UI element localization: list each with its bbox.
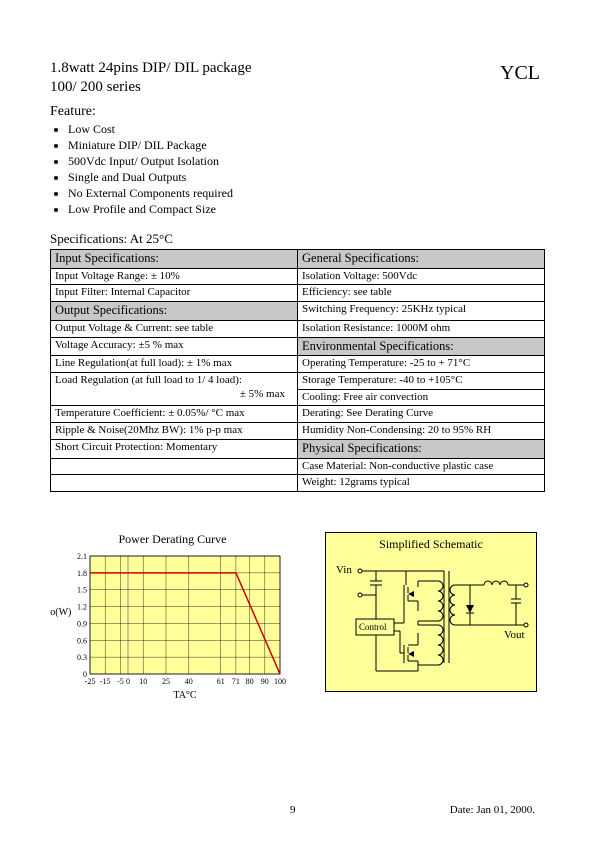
svg-text:-25: -25 (85, 677, 96, 686)
spec-cell: Temperature Coefficient: ± 0.05%/ °C max (51, 406, 298, 423)
svg-text:90: 90 (261, 677, 269, 686)
schematic-svg: Vin Control Vout (326, 533, 536, 691)
spec-cell: Voltage Accuracy: ±5 % max (51, 337, 298, 356)
svg-text:71: 71 (232, 677, 240, 686)
svg-text:61: 61 (217, 677, 225, 686)
general-spec-header: General Specifications: (298, 250, 545, 269)
svg-text:Vin: Vin (336, 564, 352, 576)
spec-cell: Short Circuit Protection: Momentary (51, 439, 298, 458)
spec-cell: Isolation Voltage: 500Vdc (298, 268, 545, 285)
feature-heading: Feature: (50, 104, 545, 120)
spec-cell: Input Voltage Range: ± 10% (51, 268, 298, 285)
svg-text:25: 25 (162, 677, 170, 686)
brand-label: YCL (500, 62, 540, 85)
spec-cell: Output Voltage & Current: see table (51, 320, 298, 337)
footer-date: Date: Jan 01, 2000. (450, 804, 535, 816)
chart-svg: 00.30.60.91.21.51.82.1-25-15-50102540617… (50, 551, 295, 711)
feature-item: Low Cost (68, 122, 545, 137)
spec-cell: Switching Frequency: 25KHz typical (298, 302, 545, 321)
spec-cell: Ripple & Noise(20Mhz BW): 1% p-p max (51, 423, 298, 440)
svg-text:0.6: 0.6 (77, 636, 87, 645)
svg-text:1.2: 1.2 (77, 603, 87, 612)
spec-cell: Cooling: Free air convection (298, 389, 545, 406)
env-spec-header: Environmental Specifications: (298, 337, 545, 356)
spec-heading: Specifications: At 25°C (50, 231, 545, 247)
svg-text:1.5: 1.5 (77, 586, 87, 595)
spec-cell: Case Material: Non-conductive plastic ca… (298, 458, 545, 475)
svg-text:Po(W): Po(W) (50, 607, 71, 618)
schematic-title: Simplified Schematic (326, 537, 536, 552)
spec-cell: Humidity Non-Condensing: 20 to 95% RH (298, 423, 545, 440)
feature-list: Low CostMiniature DIP/ DIL Package500Vdc… (68, 122, 545, 217)
spec-cell: Input Filter: Internal Capacitor (51, 285, 298, 302)
spec-cell: Isolation Resistance: 1000M ohm (298, 320, 545, 337)
svg-text:40: 40 (185, 677, 193, 686)
spec-cell: Load Regulation (at full load to 1/ 4 lo… (51, 372, 298, 406)
spec-cell: Efficiency: see table (298, 285, 545, 302)
svg-text:80: 80 (246, 677, 254, 686)
chart-title: Power Derating Curve (50, 532, 295, 547)
svg-text:-5: -5 (117, 677, 124, 686)
phys-spec-header: Physical Specifications: (298, 439, 545, 458)
feature-item: No External Components required (68, 186, 545, 201)
derating-chart: Power Derating Curve 0 0.3 0.6 0.9 1.2 1.5 1.8… (50, 532, 295, 715)
svg-text:Control: Control (359, 622, 387, 632)
schematic-figure: Simplified Schematic Vin Control Vout (325, 532, 537, 692)
feature-item: Single and Dual Outputs (68, 170, 545, 185)
svg-text:1.8: 1.8 (77, 569, 87, 578)
spec-cell: Line Regulation(at full load): ± 1% max (51, 356, 298, 373)
feature-item: 500Vdc Input/ Output Isolation (68, 154, 545, 169)
spec-table: Input Specifications: General Specificat… (50, 249, 545, 492)
spec-cell (51, 475, 298, 492)
spec-cell: Storage Temperature: -40 to +105°C (298, 372, 545, 389)
input-spec-header: Input Specifications: (51, 250, 298, 269)
svg-text:-15: -15 (100, 677, 111, 686)
feature-item: Low Profile and Compact Size (68, 202, 545, 217)
svg-text:0.3: 0.3 (77, 653, 87, 662)
feature-item: Miniature DIP/ DIL Package (68, 138, 545, 153)
svg-text:100: 100 (274, 677, 286, 686)
spec-cell (51, 458, 298, 475)
spec-cell: Weight: 12grams typical (298, 475, 545, 492)
svg-text:2.1: 2.1 (77, 552, 87, 561)
title-line-2: 100/ 200 series (50, 79, 545, 96)
spec-cell: Operating Temperature: -25 to + 71°C (298, 356, 545, 373)
svg-text:0.9: 0.9 (77, 619, 87, 628)
svg-text:0: 0 (126, 677, 130, 686)
spec-cell: Derating: See Derating Curve (298, 406, 545, 423)
output-spec-header: Output Specifications: (51, 302, 298, 321)
svg-text:TA°C: TA°C (173, 690, 197, 701)
page-number: 9 (290, 804, 296, 816)
svg-text:10: 10 (139, 677, 147, 686)
title-line-1: 1.8watt 24pins DIP/ DIL package (50, 60, 545, 77)
svg-text:Vout: Vout (504, 629, 525, 641)
